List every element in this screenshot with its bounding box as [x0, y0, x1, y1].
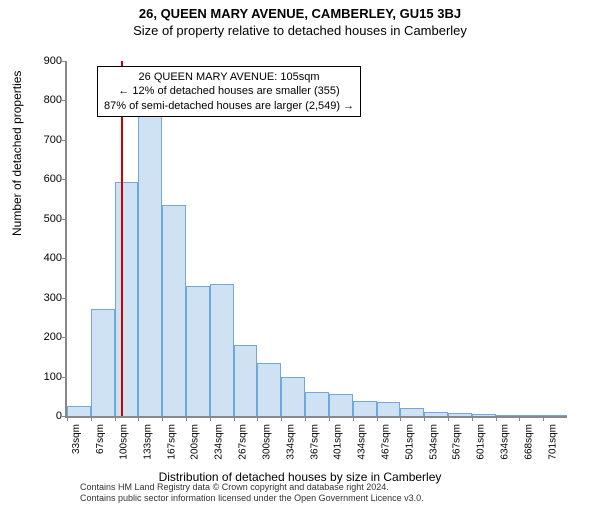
x-tick-mark [186, 416, 187, 421]
infobox-line3: 87% of semi-detached houses are larger (… [104, 99, 354, 113]
x-tick-mark [162, 416, 163, 421]
x-tick-label: 133sqm [142, 424, 153, 460]
y-tick-label: 900 [32, 55, 62, 67]
y-tick-label: 400 [32, 252, 62, 264]
histogram-bar [519, 415, 543, 416]
x-tick-label: 668sqm [523, 424, 534, 460]
histogram-bar [377, 402, 401, 416]
histogram-bar [353, 401, 377, 416]
x-tick-label: 100sqm [119, 424, 130, 460]
x-tick-mark [234, 416, 235, 421]
footer-line1: Contains HM Land Registry data © Crown c… [80, 482, 580, 493]
x-tick-mark [543, 416, 544, 421]
x-tick-mark [115, 416, 116, 421]
x-tick-mark [472, 416, 473, 421]
y-tick-label: 500 [32, 213, 62, 225]
y-tick-mark [62, 377, 67, 378]
x-tick-mark [138, 416, 139, 421]
x-tick-label: 33sqm [71, 424, 82, 454]
x-tick-label: 67sqm [95, 424, 106, 454]
histogram-bar [543, 415, 567, 416]
y-tick-mark [62, 179, 67, 180]
histogram-bar [91, 309, 115, 416]
x-tick-mark [67, 416, 68, 421]
x-tick-mark [377, 416, 378, 421]
x-tick-label: 634sqm [500, 424, 511, 460]
property-info-box: 26 QUEEN MARY AVENUE: 105sqm ← 12% of de… [97, 66, 361, 117]
x-tick-mark [329, 416, 330, 421]
histogram-bar [186, 286, 210, 416]
x-tick-label: 200sqm [190, 424, 201, 460]
infobox-line2: ← 12% of detached houses are smaller (35… [104, 84, 354, 98]
x-tick-mark [91, 416, 92, 421]
histogram-bar [162, 205, 186, 416]
y-axis-label: Number of detached properties [10, 71, 24, 236]
x-tick-mark [281, 416, 282, 421]
x-tick-mark [305, 416, 306, 421]
y-tick-label: 300 [32, 292, 62, 304]
x-tick-label: 300sqm [261, 424, 272, 460]
histogram-bar [496, 415, 520, 416]
x-tick-label: 467sqm [381, 424, 392, 460]
y-tick-mark [62, 100, 67, 101]
x-tick-mark [400, 416, 401, 421]
histogram-bar [281, 377, 305, 416]
histogram-bar [400, 408, 424, 416]
histogram-bar [305, 392, 329, 416]
y-tick-mark [62, 298, 67, 299]
x-tick-mark [519, 416, 520, 421]
histogram-bar [472, 414, 496, 416]
x-tick-label: 601sqm [476, 424, 487, 460]
x-tick-label: 334sqm [285, 424, 296, 460]
x-tick-label: 267sqm [238, 424, 249, 460]
chart-title-main: 26, QUEEN MARY AVENUE, CAMBERLEY, GU15 3… [0, 6, 600, 21]
histogram-bar [115, 182, 139, 416]
chart-footer: Contains HM Land Registry data © Crown c… [80, 482, 580, 504]
x-tick-label: 534sqm [428, 424, 439, 460]
y-tick-mark [62, 219, 67, 220]
y-tick-label: 700 [32, 134, 62, 146]
x-tick-label: 567sqm [452, 424, 463, 460]
histogram-bar [257, 363, 281, 416]
x-tick-mark [496, 416, 497, 421]
x-tick-mark [210, 416, 211, 421]
footer-line2: Contains public sector information licen… [80, 493, 580, 504]
histogram-bar [138, 112, 162, 416]
x-tick-label: 434sqm [357, 424, 368, 460]
histogram-bar [67, 406, 91, 416]
x-tick-mark [448, 416, 449, 421]
x-tick-label: 234sqm [214, 424, 225, 460]
x-tick-label: 701sqm [547, 424, 558, 460]
x-tick-mark [257, 416, 258, 421]
y-tick-label: 200 [32, 331, 62, 343]
y-tick-mark [62, 337, 67, 338]
infobox-line1: 26 QUEEN MARY AVENUE: 105sqm [104, 70, 354, 84]
x-tick-mark [424, 416, 425, 421]
x-tick-label: 501sqm [404, 424, 415, 460]
x-tick-label: 167sqm [166, 424, 177, 460]
y-tick-mark [62, 140, 67, 141]
y-tick-label: 0 [32, 410, 62, 422]
histogram-bar [234, 345, 258, 416]
y-tick-label: 800 [32, 94, 62, 106]
x-tick-label: 367sqm [309, 424, 320, 460]
chart-title-sub: Size of property relative to detached ho… [0, 23, 600, 38]
chart-plot-area: 26 QUEEN MARY AVENUE: 105sqm ← 12% of de… [65, 61, 567, 418]
y-tick-label: 600 [32, 173, 62, 185]
y-tick-mark [62, 258, 67, 259]
y-tick-mark [62, 61, 67, 62]
histogram-bar [424, 412, 448, 416]
histogram-bar [210, 284, 234, 416]
histogram-bar [448, 413, 472, 416]
y-tick-label: 100 [32, 371, 62, 383]
x-tick-label: 401sqm [333, 424, 344, 460]
x-tick-mark [353, 416, 354, 421]
histogram-bar [329, 394, 353, 416]
